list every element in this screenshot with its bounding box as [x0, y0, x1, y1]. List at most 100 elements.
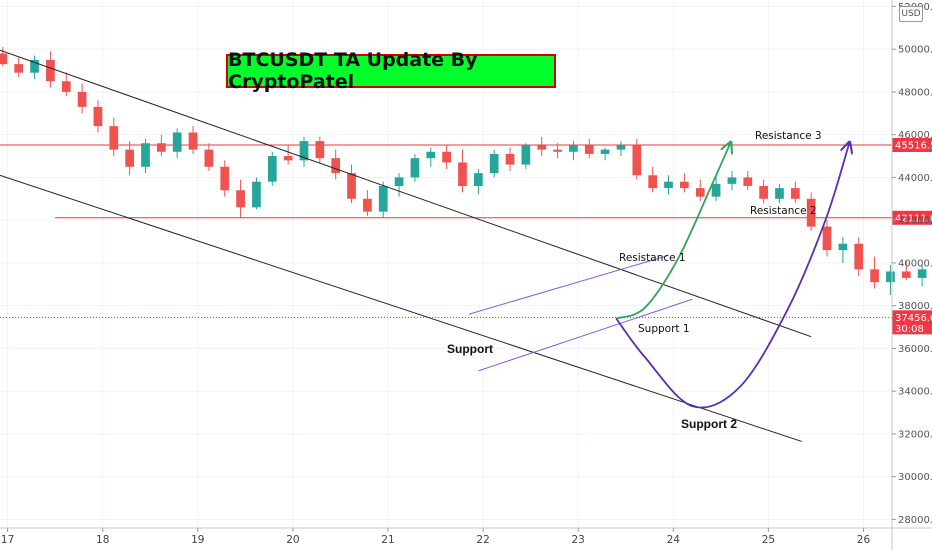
y-tick-label: 48000.0 — [898, 87, 932, 98]
candle-body — [283, 156, 293, 161]
candle-body — [917, 269, 927, 278]
candle-body — [156, 143, 166, 152]
candle-body — [473, 173, 483, 186]
candle-body — [901, 271, 911, 278]
x-tick-label: 26 — [857, 534, 871, 546]
y-tick-label: 50000.0 — [898, 45, 932, 56]
level-price-label: 42111.0 — [895, 213, 932, 224]
candle-body — [426, 151, 436, 159]
countdown-label: 30:08 — [895, 324, 924, 335]
short-channel-upper — [468, 254, 669, 315]
candle-body — [505, 153, 515, 165]
candle-body — [870, 269, 879, 283]
candle-body — [0, 53, 8, 65]
last-price-label: 37456.0 — [895, 313, 932, 324]
candle-body — [790, 188, 800, 199]
candle-body — [711, 183, 721, 197]
annotation-resistance-1: Resistance 1 — [619, 252, 686, 264]
y-tick-label: 32000.0 — [898, 429, 932, 440]
candle-body — [252, 181, 261, 208]
candle-body — [125, 149, 135, 167]
candle-body — [363, 198, 372, 212]
y-tick-label: 34000.0 — [898, 387, 932, 398]
candle-body — [775, 188, 784, 199]
last-price-tag — [892, 310, 932, 335]
candle-body — [172, 132, 182, 152]
annotation-resistance-2: Resistance 2 — [750, 205, 817, 217]
y-tick-label: 42000.0 — [898, 216, 932, 227]
x-tick-label: 21 — [381, 534, 394, 546]
y-tick-label: 44000.0 — [898, 173, 932, 184]
candle-body — [695, 188, 705, 197]
x-tick-label: 22 — [476, 534, 489, 546]
currency-button[interactable]: USD — [899, 6, 923, 22]
y-tick-label: 40000.0 — [898, 258, 932, 269]
level-price-tag — [892, 138, 932, 153]
candle-body — [632, 145, 642, 176]
candle-body — [886, 271, 895, 283]
candle-body — [394, 177, 404, 186]
x-tick-label: 20 — [286, 534, 299, 546]
candle-body — [822, 226, 832, 251]
y-tick-label: 36000.0 — [898, 344, 932, 355]
x-tick-label: 23 — [571, 534, 584, 546]
chart-title: BTCUSDT TA Update By CryptoPatel — [226, 49, 556, 93]
candle-body — [331, 158, 341, 174]
level-price-tag — [892, 210, 932, 225]
annotation-support: Support — [447, 342, 493, 356]
candle-body — [759, 185, 768, 199]
candle-body — [378, 185, 388, 212]
grid — [0, 0, 892, 528]
upper-channel-line — [0, 49, 812, 338]
candle-body — [410, 158, 420, 178]
candle-body — [109, 126, 119, 150]
candle-body — [616, 145, 626, 150]
y-tick-label: 30000.0 — [898, 472, 932, 483]
candle-body — [236, 190, 245, 208]
candle-body — [537, 145, 547, 150]
candle-body — [347, 173, 356, 199]
candle-body — [442, 151, 451, 163]
candle-body — [204, 149, 214, 167]
annotation-resistance-3: Resistance 3 — [755, 130, 822, 142]
annotation-support-2: Support 2 — [681, 417, 737, 431]
candle-body — [584, 145, 594, 154]
bullish-path — [615, 143, 730, 320]
annotation-support-1: Support 1 — [638, 323, 690, 335]
candle-body — [600, 149, 610, 154]
candle-body — [315, 141, 325, 159]
y-tick-label: 38000.0 — [898, 301, 932, 312]
lower-channel-line — [0, 174, 802, 442]
candle-body — [553, 149, 562, 152]
candle-body — [141, 143, 150, 167]
candle-body — [61, 81, 71, 92]
candle-body — [267, 156, 277, 182]
candle-body — [77, 91, 87, 107]
candle-body — [854, 243, 864, 270]
annotations: Resistance 3 Resistance 2 Resistance 1 Supp… — [447, 130, 822, 431]
candles — [0, 47, 927, 295]
level-price-label: 45516.5 — [895, 141, 932, 152]
candle-body — [30, 59, 39, 73]
bearish-then-bullish-path — [615, 143, 849, 409]
candle-body — [664, 181, 673, 189]
x-tick-label: 24 — [667, 534, 681, 546]
candle-body — [93, 106, 103, 127]
scenario-paths — [615, 143, 849, 409]
candle-body — [569, 145, 578, 152]
candle-body — [521, 145, 531, 165]
candle-body — [188, 132, 198, 150]
candle-body — [743, 177, 753, 186]
candle-body — [806, 198, 816, 227]
y-tick-label: 28000.0 — [898, 515, 932, 526]
candle-body — [727, 177, 737, 184]
candle-body — [14, 64, 24, 73]
candle-body — [489, 153, 499, 174]
candle-body — [648, 175, 658, 189]
x-tick-label: 18 — [96, 534, 109, 546]
candle-body — [299, 141, 309, 161]
candle-body — [220, 166, 230, 191]
